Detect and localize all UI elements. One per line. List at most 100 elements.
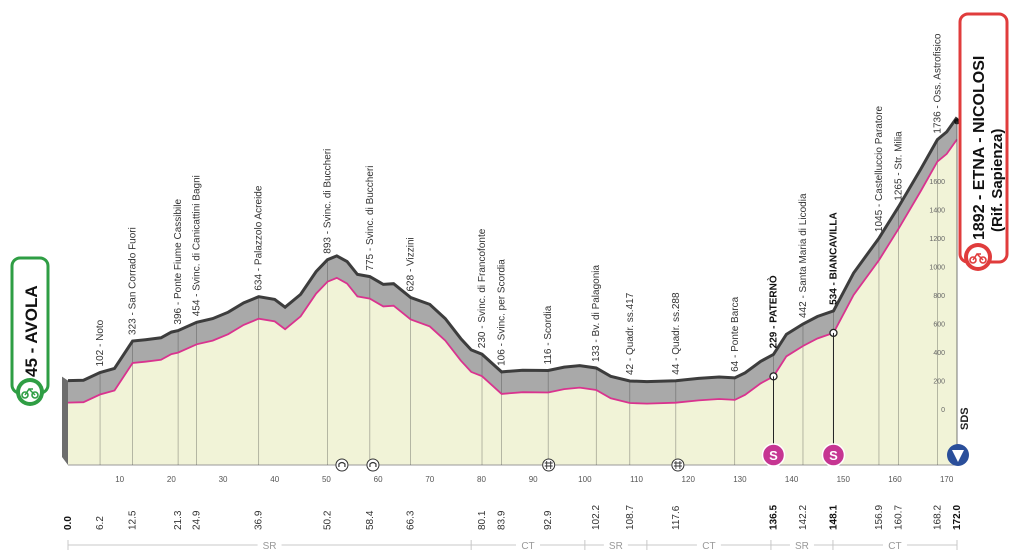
province-bg-0 [257,538,282,552]
sprint-badge-0 [761,443,786,467]
railway-icon-1 [671,458,685,472]
checkpoint-label-18: 1045 - Castelluccio Paratore [874,105,885,232]
alt-tick-5: 1000 [929,265,945,272]
distance-label-11: 92.9 [543,510,554,530]
province-bg-4 [789,538,814,552]
checkpoint-label-14: 64 - Ponte Barca [730,296,741,371]
tunnel-icon-1 [366,458,380,472]
checkpoint-label-17: 534 - BIANCAVILLA [828,212,839,305]
checkpoint-label-13: 44 - Quadr. ss.288 [671,292,682,375]
km-tick-2: 30 [219,475,228,484]
checkpoint-label-3: 454 - Svinc. di Canicattini Bagni [192,175,203,316]
km-tick-12: 130 [733,475,747,484]
province-label-0: SR [263,541,277,552]
km-tick-10: 110 [630,475,643,484]
railway-shape-1 [673,461,682,469]
tunnel-shape-0 [338,461,346,467]
province-bar: SR CT SR CT SR CT [67,538,958,552]
route-line [67,138,958,405]
km-tick-7: 80 [477,475,486,484]
province-label-2: SR [609,541,623,552]
sprint-badge-1 [821,443,846,467]
distance-label-3: 21.3 [173,510,184,530]
km-tick-8: 90 [529,475,538,484]
ridge-top-line [67,116,959,384]
province-bg-3 [696,538,721,552]
start-badge: 45 - AVOLA [10,256,50,406]
railway-icon-0 [542,458,556,472]
province-bg-5 [882,538,907,552]
alt-tick-2: 400 [933,350,945,357]
distance-label-15: 136.5 [769,505,780,530]
province-bg-2 [603,538,628,552]
province-bg-1 [516,538,541,552]
finish-bike-icon-bg [968,247,988,267]
km-tick-5: 60 [374,475,383,484]
province-label-3: CT [702,541,715,552]
km-tick-6: 70 [425,475,434,484]
checkpoint-label-7: 628 - Vizzini [406,237,417,291]
distance-label-6: 50.2 [322,510,333,530]
km-tick-3: 40 [270,475,279,484]
altitude-scale: 0 200 400 600 800 1000 1200 1400 1600 [929,179,945,414]
distance-label-8: 66.3 [406,510,417,530]
province-label-5: CT [888,541,901,552]
distance-label-0: 0.0 [63,516,74,530]
checkpoint-label-10: 116 - Scordia [543,305,554,364]
sprint-label-1: S [829,448,838,463]
km-tick-13: 140 [785,475,799,484]
checkpoint-labels: 102 - Noto 323 - San Corrado Fuori 396 - P… [95,33,943,375]
alt-tick-7: 1400 [929,208,945,215]
distance-label-13: 108.7 [625,505,636,530]
arrow-down-icon [952,450,964,462]
km-tick-16: 170 [940,475,954,484]
distance-label-4: 24.9 [192,510,203,530]
checkpoint-label-2: 396 - Ponte Fiume Cassibile [173,199,184,325]
province-label-4: SR [795,541,809,552]
finish-subtitle: (Rif. Sapienza) [989,129,1006,232]
checkpoint-label-6: 775 - Svinc. di Buccheri [365,166,376,271]
bike-icon [21,387,39,399]
km-tick-9: 100 [578,475,592,484]
checkpoint-label-9: 106 - Svinc. per Scordia [497,259,508,366]
bike-icon-bg [20,382,40,402]
distance-label-19: 160.7 [894,505,905,530]
km-tick-15: 160 [888,475,902,484]
distance-label-1: 6.2 [95,516,106,530]
km-tick-14: 150 [837,475,851,484]
pink-route-line [67,138,958,405]
sds-marker: SDS [947,407,971,466]
distance-label-16: 142.2 [798,505,809,530]
checkpoint-label-20: 1736 - Oss. Astrofisico [932,33,943,133]
checkpoint-label-5: 893 - Svinc. di Buccheri [322,149,333,254]
alt-tick-3: 600 [933,322,945,329]
finish-bike-icon [969,252,987,264]
railway-shape-0 [544,461,553,469]
checkpoint-label-12: 42 - Quadr. ss.417 [625,292,636,375]
alt-tick-6: 1200 [929,236,945,243]
distance-label-2: 12.5 [128,510,139,530]
distance-label-7: 58.4 [365,510,376,530]
checkpoint-label-15: 229 - PATERNÒ [767,275,780,348]
distance-label-18: 156.9 [874,505,885,530]
km-tick-0: 10 [115,475,124,484]
distance-label-17: 148.1 [828,505,839,530]
sprint-label-0: S [769,448,778,463]
checkpoint-label-8: 230 - Svinc. di Francofonte [477,228,488,348]
sds-label: SDS [959,407,971,430]
start-wall [62,376,68,465]
distance-label-9: 80.1 [477,510,488,530]
finish-label: 1892 - ETNA - NICOLOSI [971,56,988,240]
alt-tick-0: 0 [941,407,945,414]
province-label-1: CT [521,541,534,552]
terrain-layer [62,116,959,466]
start-label: 45 - AVOLA [22,285,41,377]
distance-label-10: 83.9 [497,510,508,530]
distance-axis: 10 20 30 40 50 60 70 80 90 100 110 120 130 140 150 160 1… [63,475,963,530]
alt-tick-8: 1600 [929,179,945,186]
checkpoint-label-19: 1265 - Str. Milia [894,131,905,201]
checkpoint-label-4: 634 - Palazzolo Acreide [254,185,265,291]
tunnel-shape-1 [369,461,377,467]
